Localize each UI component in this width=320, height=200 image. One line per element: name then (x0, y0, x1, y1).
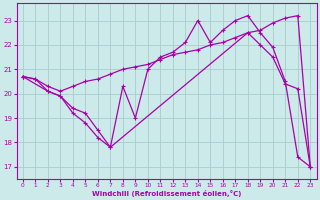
X-axis label: Windchill (Refroidissement éolien,°C): Windchill (Refroidissement éolien,°C) (92, 190, 241, 197)
